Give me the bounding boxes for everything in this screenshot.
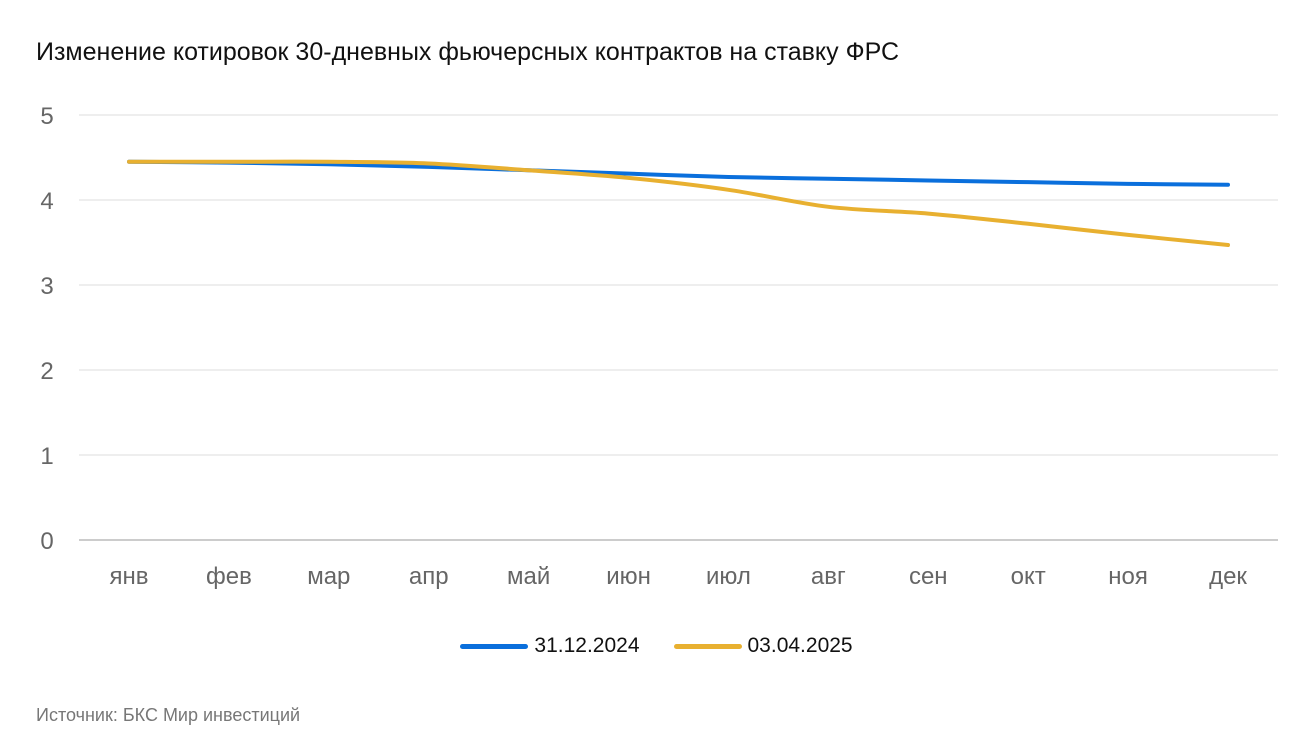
source-note: Источник: БКС Мир инвестиций [36, 705, 301, 725]
y-tick-label: 2 [40, 358, 53, 385]
x-tick-label: авг [811, 563, 846, 590]
legend-label-series-2: 03.04.2025 [747, 634, 853, 657]
legend-swatch-series-1 [460, 643, 529, 649]
y-tick-label: 1 [40, 443, 53, 470]
gridlines [79, 114, 1278, 541]
x-tick-label: янв [110, 563, 149, 590]
series-line-2[interactable] [127, 159, 1230, 248]
x-tick-label: окт [1011, 563, 1046, 590]
x-tick-label: июн [606, 563, 651, 590]
x-tick-label: мар [307, 563, 350, 590]
y-axis-ticks: 0 1 2 3 4 5 [40, 103, 53, 555]
x-tick-label: июл [706, 563, 751, 590]
x-tick-label: апр [409, 563, 449, 590]
line-chart: 0 1 2 3 4 5 янв фев мар апр май июн июл авг сен окт ноя… [40, 103, 1278, 590]
x-tick-label: сен [909, 563, 948, 590]
chart-title: Изменение котировок 30-дневных фьючерсны… [36, 38, 900, 66]
x-axis-ticks: янв фев мар апр май июн июл авг сен окт ноя дек [110, 563, 1248, 590]
legend-swatch-series-2 [673, 643, 742, 649]
x-tick-label: дек [1209, 563, 1247, 590]
y-tick-label: 0 [40, 528, 53, 555]
legend-label-series-1: 31.12.2024 [534, 634, 640, 657]
x-tick-label: фев [206, 563, 252, 590]
y-tick-label: 4 [40, 188, 53, 215]
legend-item-series-2[interactable]: 03.04.2025 [673, 634, 853, 658]
series-line-1[interactable] [127, 159, 1230, 187]
series-lines [127, 159, 1230, 248]
legend-item-series-1[interactable]: 31.12.2024 [460, 634, 640, 658]
y-tick-label: 5 [40, 103, 53, 130]
y-tick-label: 3 [40, 273, 53, 300]
legend: 31.12.2024 03.04.2025 [0, 634, 1313, 658]
x-tick-label: май [507, 563, 550, 590]
x-tick-label: ноя [1108, 563, 1148, 590]
